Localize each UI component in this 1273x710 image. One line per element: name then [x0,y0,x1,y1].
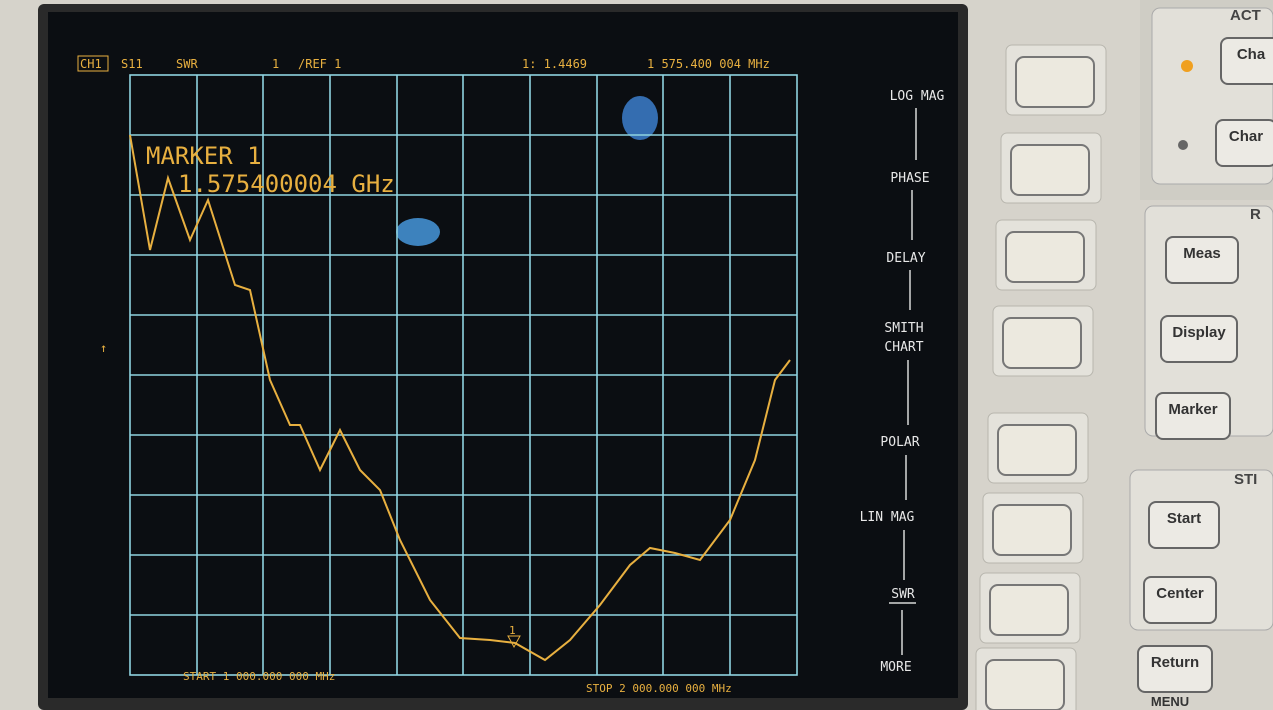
softkey-button[interactable] [985,659,1065,710]
reflection [622,96,658,140]
stop-frequency: STOP 2 000.000 000 MHz [586,682,732,695]
marker-value: 1.575400004 GHz [178,170,395,198]
button-label: Start [1167,510,1201,527]
softkey-labels: LOG MAG PHASE DELAY SMITH CHART POLAR LIN MAG S… [860,89,945,675]
softkey-buttons [975,44,1107,710]
menu-label: MENU [1151,694,1189,709]
parameter: S11 [121,57,143,71]
screen [48,12,958,698]
panel-button[interactable] [1137,645,1213,693]
led [1178,140,1188,150]
ref-arrow: ↑ [100,341,107,355]
softkey-dividers [889,108,917,655]
scale: 1 [272,57,279,71]
button-label: Marker [1168,401,1217,418]
reflection [396,218,440,246]
panel-button[interactable] [1215,119,1273,167]
start-frequency: START 1 000.000 000 MHz [183,670,335,683]
softkey-button[interactable] [997,424,1077,476]
softkey-label: MORE [880,660,911,675]
softkey-button[interactable] [1002,317,1082,369]
softkey-button[interactable] [1005,231,1085,283]
softkey-label: SWR [891,587,915,602]
softkey-button[interactable] [992,504,1072,556]
softkey-label: LOG MAG [890,89,945,104]
softkey-button[interactable] [989,584,1069,636]
softkey-label: SMITH [884,321,923,336]
marker-readout: 1: 1.4469 [522,57,587,71]
panel-button[interactable] [1220,37,1273,85]
reference: /REF 1 [298,57,341,71]
softkey-label: CHART [884,340,923,355]
channel-box [77,55,109,72]
button-label: Cha [1237,46,1266,63]
button-label: Display [1172,324,1226,341]
softkey-label: POLAR [880,435,919,450]
softkey-button[interactable] [1015,56,1095,108]
softkey-label: LIN MAG [860,510,915,525]
led [1181,60,1193,72]
panel-button[interactable] [1160,315,1238,363]
panel-button[interactable] [1143,576,1217,624]
format: SWR [176,57,198,71]
section-label: ACT [1230,7,1261,24]
button-label: Return [1151,654,1199,671]
button-label: Char [1229,128,1263,145]
marker-frequency: 1 575.400 004 MHz [647,57,770,71]
panel-button[interactable] [1155,392,1231,440]
marker-title: MARKER 1 [146,142,262,170]
softkey-label: PHASE [890,171,929,186]
section-label: R [1250,206,1261,223]
panel-buttons: Cha Char Meas Display Marker Start Center Retur… [1137,37,1273,693]
softkey-label: DELAY [886,251,925,266]
section-label: STI [1234,471,1257,488]
marker-symbol [507,635,521,649]
softkey-button[interactable] [1010,144,1090,196]
trace [129,134,791,662]
channel: CH1 [80,57,102,71]
button-label: Center [1156,585,1204,602]
panel-button[interactable] [1165,236,1239,284]
panel-button[interactable] [1148,501,1220,549]
button-label: Meas [1183,245,1221,262]
marker-number: 1 [509,624,516,637]
